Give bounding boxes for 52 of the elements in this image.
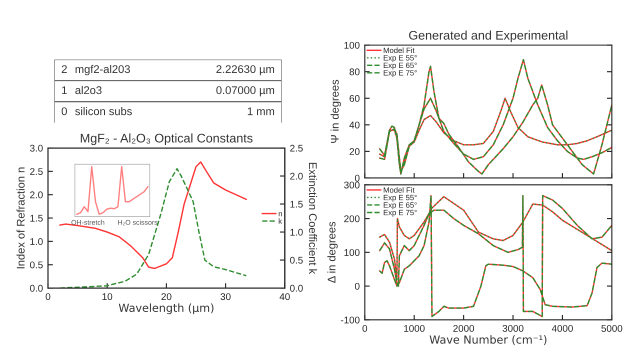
x-tick-label: 1000 [404,324,425,332]
text: silicon subs [75,107,132,116]
y2-axis-title: Extinction Coefficient k [308,162,318,274]
text: 1 mm [248,107,274,116]
y-tick-label: 0 [354,282,360,290]
y-tick-label: 2.0 [30,191,43,198]
y-tick-label: 100 [344,249,360,256]
y-tick-label: 1.5 [30,214,43,222]
x-axis-title: Wave Number (cm⁻¹) [430,335,546,346]
y-axis-title: Δ in degrees [327,222,338,283]
x-tick-label: 4000 [552,324,573,332]
y2-tick-label: 1.5 [290,200,303,208]
y-tick-label: 20 [350,148,360,156]
y-tick-label: 0 [354,174,360,182]
text: 0.07000 µm [216,86,274,96]
y-axis-title: Index of Refraction n [16,167,25,268]
y2-tick-label: 0.5 [290,256,303,264]
text: 1 [62,86,67,94]
x-tick-label: 2000 [453,324,474,332]
y2-tick-label: 1.0 [290,228,303,236]
y-tick-label: 0.0 [30,284,43,292]
y2-tick-label: 2.0 [290,172,303,180]
text: mgf2-al203 [76,64,130,76]
text: 0 [62,107,67,116]
y-tick-label: 60 [350,95,360,102]
x-tick-label: 30 [220,293,231,300]
y-tick-label: -100 [340,316,360,324]
y-axis-title: Ψ in degrees [330,80,341,143]
x-tick-label: 40 [280,293,290,300]
text: 2 [62,65,67,73]
x-tick-label: 3000 [502,324,524,332]
x-tick-label: 20 [161,293,172,300]
chart-title: MgF₂ - Al₂O₃ Optical Constants [80,133,253,146]
y2-tick-label: 2.5 [290,144,303,152]
y-tick-label: 0.5 [30,261,43,268]
y-tick-label: 2.5 [30,168,43,175]
text: 2.22630 µm [216,65,274,76]
text: al2o3 [75,86,102,94]
x-tick-label: 5000 [601,324,622,332]
y-tick-label: 80 [350,68,360,76]
y-tick-label: 40 [349,122,360,128]
y-tick-label: 1.0 [30,238,43,246]
x-tick-label: 10 [102,293,112,300]
x-tick-label: 0 [362,324,368,332]
y-tick-label: 3.0 [30,144,43,152]
y-tick-label: 300 [344,182,360,188]
chart-title: Generated and Experimental [409,30,568,42]
y2-tick-label: 0.0 [290,284,303,292]
x-axis-title: Wavelength (µm) [118,303,214,314]
y-tick-label: 200 [344,215,360,222]
y-tick-label: 100 [344,42,360,49]
x-tick-label: 0 [46,293,50,300]
